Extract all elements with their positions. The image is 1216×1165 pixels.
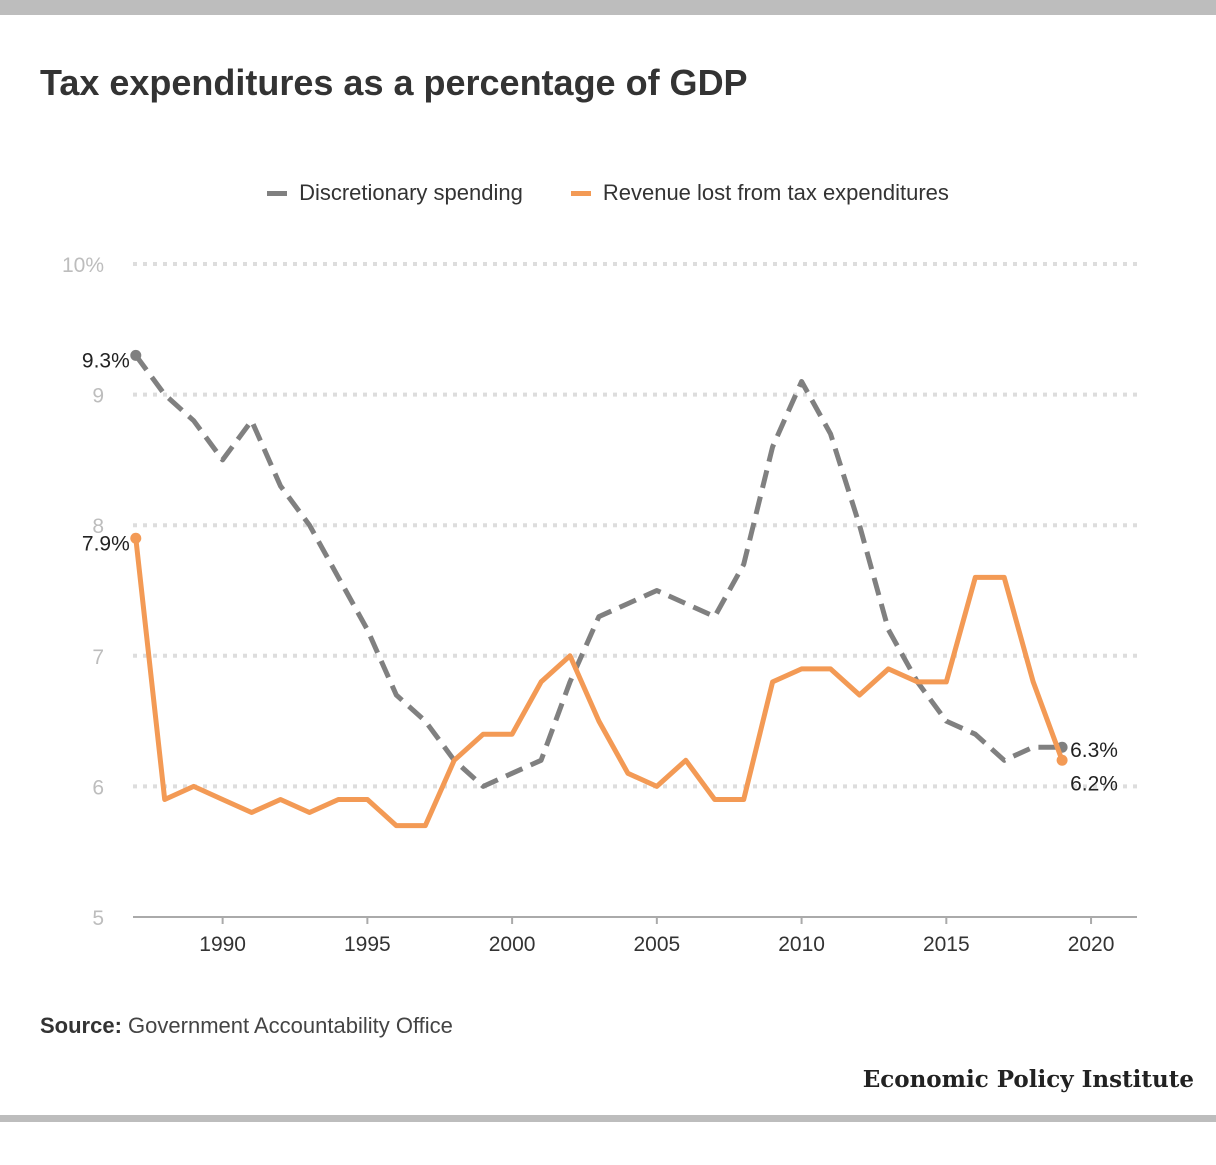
series-line-1	[133, 535, 1065, 829]
legend-item-discretionary: Discretionary spending	[267, 180, 523, 206]
data-label: 6.2%	[1070, 772, 1118, 795]
y-tick-label: 6	[92, 776, 104, 799]
source-label: Source:	[40, 1013, 122, 1038]
x-tick-label: 2015	[923, 933, 970, 956]
brand-logo: Economic Policy Institute	[862, 1066, 1194, 1093]
series-lines	[130, 349, 1068, 829]
y-tick-label: 9	[92, 385, 104, 408]
legend: Discretionary spending Revenue lost from…	[0, 180, 1216, 206]
y-tick-label: 8	[92, 515, 104, 538]
source-note: Source: Government Accountability Office	[40, 1013, 453, 1039]
x-tick-label: 2010	[778, 933, 825, 956]
x-tick-label: 2000	[489, 933, 536, 956]
series-line-0	[133, 353, 1063, 789]
x-tick-label: 1995	[344, 933, 391, 956]
data-label: 9.3%	[82, 349, 130, 372]
y-tick-label: 10%	[62, 254, 104, 277]
legend-label-discretionary: Discretionary spending	[299, 180, 523, 205]
grid-lines	[133, 262, 1137, 918]
y-tick-label: 5	[92, 907, 104, 930]
y-axis-ticks: 5 6 7 8 9 10%	[62, 254, 104, 930]
legend-item-revenue: Revenue lost from tax expenditures	[570, 180, 949, 206]
series-1-endpoint	[130, 532, 142, 544]
series-0-endpoint	[130, 349, 142, 361]
bottom-border	[0, 1115, 1216, 1122]
y-tick-label: 7	[92, 646, 104, 669]
top-border	[0, 0, 1216, 15]
legend-swatch-discretionary	[267, 190, 288, 196]
chart-title: Tax expenditures as a percentage of GDP	[40, 62, 748, 103]
series-1-endpoint	[1056, 754, 1068, 766]
legend-swatch-revenue	[570, 190, 591, 196]
x-tick-label: 2005	[633, 933, 680, 956]
data-label: 6.3%	[1070, 739, 1118, 762]
data-labels: 9.3% 7.9% 6.3% 6.2%	[82, 349, 1118, 795]
x-axis-ticks: 1990 1995 2000 2005 2010 2015 2020	[199, 917, 1114, 956]
source-text: Government Accountability Office	[128, 1013, 453, 1038]
data-label: 7.9%	[82, 532, 130, 555]
x-tick-label: 1990	[199, 933, 246, 956]
x-tick-label: 2020	[1068, 933, 1115, 956]
legend-label-revenue: Revenue lost from tax expenditures	[602, 180, 949, 205]
